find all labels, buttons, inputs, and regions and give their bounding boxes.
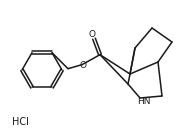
Text: HCl: HCl (12, 117, 29, 127)
Text: O: O (80, 61, 87, 70)
Text: HN: HN (137, 98, 151, 107)
Text: O: O (88, 30, 95, 39)
